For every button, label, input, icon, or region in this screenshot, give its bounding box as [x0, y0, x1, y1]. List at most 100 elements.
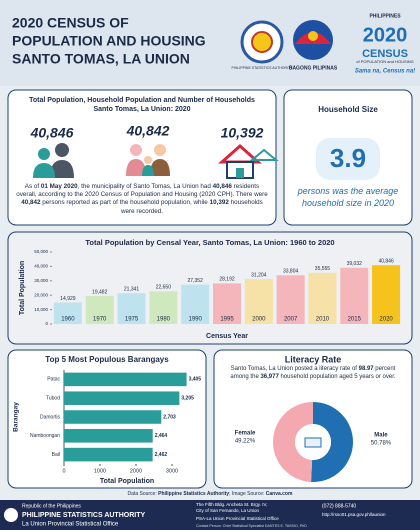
panel-title: Household Size	[318, 105, 378, 114]
logo-text: CENSUS	[362, 48, 408, 60]
slice	[311, 402, 353, 482]
text: As of	[24, 183, 41, 190]
header-title: 2020 CENSUS OF	[12, 15, 129, 31]
x-tick-label: 1980	[157, 317, 171, 323]
logo-text: PHILIPPINE STATISTICS AUTHORITY	[232, 66, 294, 70]
x-tick-label: 2020	[379, 317, 393, 323]
x-tick-label: 2000	[130, 468, 142, 474]
x-tick-label: 3000	[166, 468, 178, 474]
chart-title: Literacy Rate	[285, 354, 342, 364]
text: Canva.com	[265, 491, 293, 497]
text: 01 May 2020	[40, 183, 78, 190]
bar	[53, 302, 82, 324]
summary: As of 01 May 2020, the municipality of S…	[16, 183, 268, 216]
book-icon	[304, 437, 322, 448]
psa-logo	[251, 31, 273, 53]
value-label: 39,032	[347, 261, 363, 267]
header-bg	[0, 0, 420, 86]
value-label: 35,555	[315, 266, 331, 272]
x-tick-label: 1970	[93, 317, 107, 323]
logo-text: of POPULATION and HOUSING	[356, 59, 414, 64]
value-label: 40,846	[378, 259, 394, 265]
y-tick-label: 30,000	[34, 278, 48, 283]
y-tick-label: 40,000	[34, 264, 48, 269]
bar	[181, 284, 210, 324]
household-caption: persons was the average household size i…	[297, 186, 399, 208]
bar	[372, 265, 401, 324]
footer-text: http://rsso01.psa.gov.ph/launion	[322, 512, 386, 517]
x-tick-label: 0	[62, 468, 65, 474]
text: , the municipality of Santo Tomas, La Un…	[77, 183, 213, 190]
legend-label: Male	[374, 433, 388, 439]
value-label: 2,703	[163, 414, 176, 420]
text: 36,977	[260, 373, 279, 380]
bar	[64, 391, 180, 405]
figure: 40,846	[30, 125, 74, 141]
x-tick-label: 1960	[61, 317, 75, 323]
footer-text: Contact Person: Chief Statistical Specia…	[196, 524, 307, 528]
footer-bg	[0, 500, 420, 530]
text: Data Source:	[127, 491, 159, 497]
literacy-text: Santo Tomas, La Union posted a literacy …	[222, 366, 404, 382]
logo-text: PHILIPPINES	[369, 13, 401, 19]
people-icon	[33, 143, 74, 178]
x-axis-title: Total Population	[100, 478, 154, 485]
source: Data Source: Philippine Statistics Autho…	[0, 491, 420, 498]
value-label: 49.22%	[235, 439, 256, 445]
x-tick-label: 2015	[348, 317, 362, 323]
footer-text: La Union Provincial Statistical Office	[22, 522, 119, 528]
y-tick-label: 20,000	[34, 292, 48, 297]
value-label: 50.78%	[371, 441, 392, 447]
y-tick-label: 0	[45, 321, 48, 326]
value-label: 28,192	[219, 277, 235, 283]
panel-title: Total Population, Household Population a…	[29, 97, 255, 104]
x-tick-label: 2010	[316, 317, 330, 323]
bar	[117, 293, 146, 324]
y-axis-title: Total Population	[19, 261, 26, 315]
bar	[244, 279, 273, 324]
bar	[276, 275, 305, 324]
x-tick-label: 2000	[252, 317, 266, 323]
y-tick-label: 10,000	[34, 307, 48, 312]
text: 40,842	[21, 199, 41, 207]
text: households were recorded.	[121, 199, 263, 215]
logo-text: 2020	[363, 24, 408, 46]
household-size-value: 3.9	[330, 143, 366, 173]
value-label: 33,804	[283, 269, 299, 275]
x-axis-title: Census Year	[206, 333, 248, 340]
chart-title: Top 5 Most Populous Barangays	[45, 355, 169, 364]
header-title: POPULATION AND HOUSING	[12, 33, 206, 49]
y-tick-label: Bail	[52, 452, 60, 458]
y-tick-label: Patac	[47, 377, 60, 383]
bar	[85, 295, 114, 324]
panel	[7, 89, 277, 226]
figure: 40,842	[126, 123, 170, 139]
y-axis-title: Barangay	[13, 402, 20, 432]
bar	[340, 267, 369, 324]
chart-title: Total Population by Censal Year, Santo T…	[85, 238, 334, 247]
y-tick-label: 50,000	[34, 249, 48, 254]
y-tick-label: Tubod	[46, 396, 60, 402]
footer-text: The Fifth Bldg. Ancheta St. Brgy. IV,	[196, 502, 267, 507]
x-tick-label: 2007	[284, 317, 298, 323]
bagong-logo	[308, 31, 318, 41]
value-label: 3,205	[181, 396, 194, 402]
text: percent among the	[230, 366, 396, 380]
bar	[64, 429, 153, 443]
text: 40,846	[212, 183, 232, 190]
text: household population aged 5 years or ove…	[278, 373, 396, 380]
x-tick-label: 1975	[125, 317, 139, 323]
text: persons reported as part of the househol…	[40, 199, 210, 207]
text: residents overall, according to the 2020…	[16, 183, 268, 199]
bar	[64, 410, 162, 424]
value-label: 21,341	[124, 287, 140, 293]
value-label: 2,462	[155, 452, 168, 458]
footer-text: City of San Fernando, La Union	[196, 508, 260, 513]
text: Philippine Statistics Authority	[158, 491, 230, 497]
x-tick-label: 1000	[94, 468, 106, 474]
bar	[64, 447, 153, 462]
value-label: 2,464	[155, 433, 168, 439]
bar	[64, 372, 187, 387]
